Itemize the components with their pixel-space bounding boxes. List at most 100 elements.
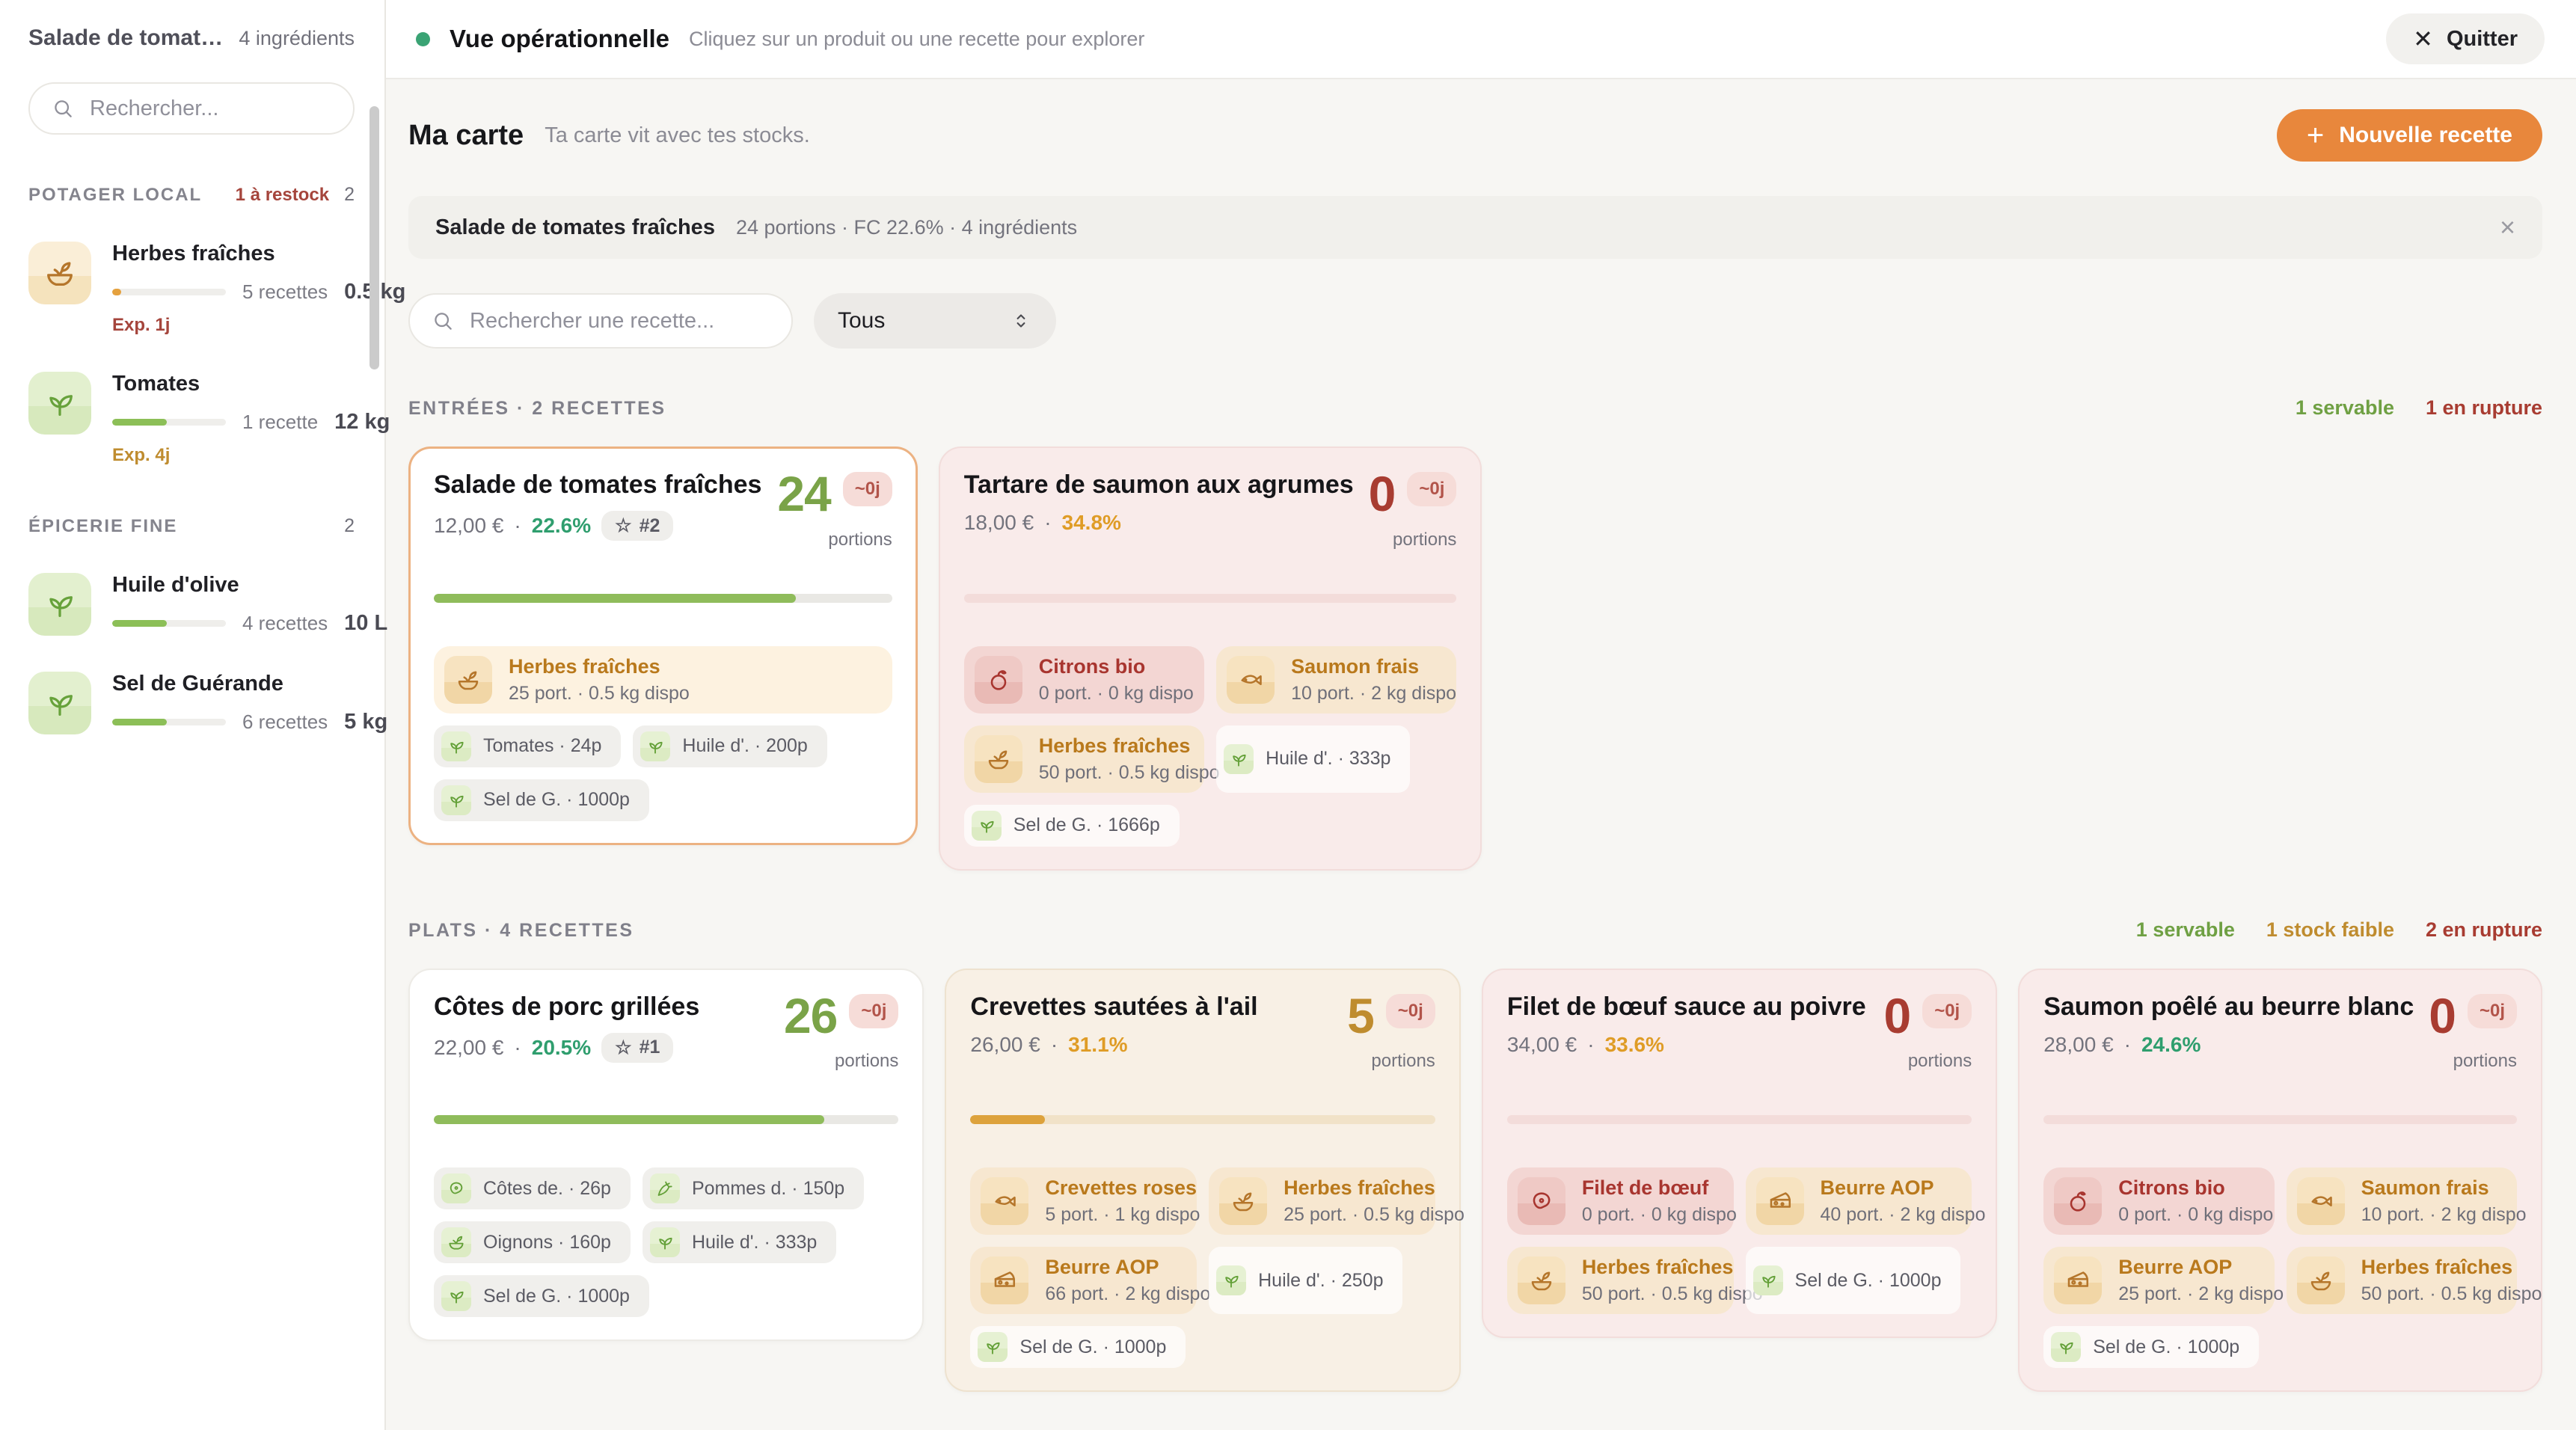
ingredient-chip[interactable]: Herbes fraîches 25 port. · 0.5 kg dispo — [434, 645, 892, 714]
ingredient-mini-chip[interactable]: Huile d'. · 250p — [1209, 1247, 1403, 1315]
expiry-badge: ~0j — [849, 993, 899, 1028]
section-status: 1 servable — [2135, 918, 2235, 941]
ingredient-chip[interactable]: Citrons bio 0 port. · 0 kg dispo — [963, 645, 1205, 714]
fish-icon — [1227, 655, 1275, 704]
sidebar-scrollbar[interactable] — [369, 106, 379, 369]
ingredient-mini-chip[interactable]: Sel de G. · 1000p — [434, 1275, 649, 1318]
recipe-card[interactable]: Côtes de porc grillées 22,00 € · 20.5% ☆… — [408, 968, 924, 1342]
ingredient-name: Beurre AOP — [2118, 1256, 2233, 1279]
ingredient-mini-chip[interactable]: Oignons · 160p — [434, 1221, 631, 1264]
ingredient-chip[interactable]: Saumon frais 10 port. · 2 kg dispo — [1216, 645, 1457, 714]
recipe-card-titles: Côtes de porc grillées 22,00 € · 20.5% ☆… — [434, 992, 699, 1072]
product-quantity: 5 kg — [344, 710, 388, 734]
ingredient-availability: 0 port. · 0 kg dispo — [2118, 1204, 2274, 1226]
recipe-meta: 28,00 € · 24.6% — [2043, 1033, 2414, 1057]
star-icon: ☆ — [615, 515, 632, 537]
sidebar-item-product[interactable]: Sel de Guérande 6 recettes 5 kg — [28, 672, 387, 734]
recipe-card[interactable]: Saumon poêlé au beurre blanc 28,00 € · 2… — [2018, 968, 2542, 1393]
ingredient-chip-text: Herbes fraîches 50 port. · 0.5 kg dispo — [2361, 1256, 2542, 1305]
product-recipe-count: 6 recettes — [242, 711, 328, 733]
ingredient-chip[interactable]: Herbes fraîches 50 port. · 0.5 kg dispo — [2286, 1247, 2542, 1315]
ingredient-name: Saumon frais — [1291, 654, 1420, 678]
portions-count: 0 — [2429, 987, 2456, 1043]
recipe-title: Saumon poêlé au beurre blanc — [2043, 992, 2414, 1021]
sidebar-item-product[interactable]: Herbes fraîches 5 recettes 0.5 kg Exp. 1… — [28, 242, 405, 336]
ingredient-name: Herbes fraîches — [2361, 1256, 2513, 1279]
portions-count: 26 — [783, 987, 838, 1043]
ingredient-chip[interactable]: Saumon frais 10 port. · 2 kg dispo — [2286, 1167, 2527, 1236]
ingredient-chip[interactable]: Filet de bœuf 0 port. · 0 kg dispo — [1506, 1167, 1737, 1236]
ingredient-mini-chip[interactable]: Côtes de. · 26p — [434, 1167, 631, 1210]
herb-bowl-icon — [2296, 1256, 2345, 1305]
ingredient-availability: 0 port. · 0 kg dispo — [1581, 1204, 1737, 1226]
ingredient-chip-text: Beurre AOP 66 port. · 2 kg dispo — [1045, 1256, 1210, 1305]
portions-label: portions — [2453, 1051, 2517, 1072]
portions-row: 0 ~0j — [1369, 469, 1457, 518]
portions-label: portions — [828, 529, 892, 550]
recipe-card-titles: Filet de bœuf sauce au poivre 34,00 € · … — [1507, 992, 1866, 1072]
leaf-icon — [441, 731, 471, 761]
recipe-card[interactable]: Tartare de saumon aux agrumes 18,00 € · … — [938, 447, 1482, 871]
leaf-icon — [441, 1281, 471, 1312]
ingredient-chip[interactable]: Beurre AOP 25 port. · 2 kg dispo — [2043, 1247, 2284, 1315]
quit-button[interactable]: ✕ Quitter — [2386, 13, 2545, 64]
ingredient-mini-chip[interactable]: Sel de G. · 1000p — [434, 779, 649, 821]
recipe-card[interactable]: Salade de tomates fraîches 12,00 € · 22.… — [408, 447, 918, 845]
ingredient-mini-chip[interactable]: Huile d'. · 333p — [1216, 725, 1411, 793]
ingredient-availability: 25 port. · 2 kg dispo — [2118, 1283, 2284, 1305]
ingredient-mini-label: Huile d'. · 200p — [682, 735, 808, 757]
selected-recipe-banner[interactable]: Salade de tomates fraîches 24 portions ·… — [408, 196, 2542, 259]
plus-icon: + — [2306, 119, 2325, 152]
ingredient-mini-chip[interactable]: Tomates · 24p — [434, 725, 622, 767]
quit-button-label: Quitter — [2446, 26, 2518, 51]
recipe-food-cost: 34.8% — [1061, 511, 1121, 535]
recipe-price: 34,00 € — [1506, 1032, 1577, 1056]
ingredient-chip[interactable]: Herbes fraîches 50 port. · 0.5 kg dispo — [1506, 1247, 1763, 1315]
ingredient-name: Crevettes roses — [1045, 1176, 1197, 1200]
recipe-card-header: Tartare de saumon aux agrumes 18,00 € · … — [964, 469, 1457, 550]
recipe-portions-block: 24 ~0j portions — [777, 469, 892, 550]
ingredient-mini-chip[interactable]: Huile d'. · 200p — [633, 725, 827, 767]
ingredient-chip[interactable]: Beurre AOP 66 port. · 2 kg dispo — [970, 1247, 1210, 1315]
ingredient-chip-text: Herbes fraîches 25 port. · 0.5 kg dispo — [509, 655, 690, 705]
recipe-search-input[interactable]: Rechercher une recette... — [408, 293, 793, 349]
recipe-portions-block: 0 ~0j portions — [1369, 469, 1457, 550]
ingredient-mini-chip[interactable]: Sel de G. · 1000p — [2043, 1326, 2260, 1369]
recipe-progress-bar — [2043, 1115, 2517, 1125]
citrus-icon — [2054, 1177, 2103, 1226]
recipe-meta: 26,00 € · 31.1% — [970, 1033, 1257, 1057]
ingredient-mini-chip[interactable]: Sel de G. · 1666p — [963, 804, 1180, 847]
product-expiry: Exp. 4j — [112, 445, 171, 465]
carte-header: Ma carte Ta carte vit avec tes stocks. +… — [408, 109, 2542, 162]
new-recipe-button[interactable]: + Nouvelle recette — [2276, 109, 2542, 162]
banner-close-icon[interactable]: × — [2499, 212, 2515, 242]
separator-dot: · — [2123, 1032, 2131, 1056]
ingredient-mini-chip[interactable]: Sel de G. · 1000p — [970, 1326, 1186, 1369]
sidebar-item-product[interactable]: Huile d'olive 4 recettes 10 L — [28, 573, 387, 636]
category-select[interactable]: Tous — [814, 293, 1056, 349]
recipe-card-header: Salade de tomates fraîches 12,00 € · 22.… — [434, 469, 892, 550]
ingredient-name: Beurre AOP — [1045, 1256, 1159, 1279]
herb-bowl-icon — [441, 1227, 471, 1258]
ingredient-availability: 66 port. · 2 kg dispo — [1045, 1283, 1211, 1305]
sidebar-item-product[interactable]: Tomates 1 recette 12 kg Exp. 4j — [28, 372, 390, 466]
portions-count: 5 — [1347, 987, 1375, 1043]
ingredient-chip-text: Saumon frais 10 port. · 2 kg dispo — [1291, 655, 1456, 705]
recipe-price: 12,00 € — [434, 514, 504, 538]
recipe-progress-bar — [1506, 1115, 1972, 1125]
ingredient-chip[interactable]: Beurre AOP 40 port. · 2 kg dispo — [1745, 1167, 1985, 1236]
recipe-card[interactable]: Crevettes sautées à l'ail 26,00 € · 31.1… — [945, 968, 1465, 1393]
stock-progress-bar — [112, 719, 226, 725]
ingredient-mini-chip[interactable]: Huile d'. · 333p — [642, 1221, 837, 1264]
ingredient-chip-text: Citrons bio 0 port. · 0 kg dispo — [1039, 655, 1194, 705]
ingredient-mini-chip[interactable]: Pommes d. · 150p — [642, 1167, 865, 1210]
sidebar-search-input[interactable]: Rechercher... — [28, 82, 355, 135]
ingredient-chip[interactable]: Crevettes roses 5 port. · 1 kg dispo — [970, 1167, 1200, 1236]
ingredient-chip[interactable]: Herbes fraîches 50 port. · 0.5 kg dispo — [963, 725, 1220, 793]
ingredient-chip-text: Herbes fraîches 50 port. · 0.5 kg dispo — [1582, 1256, 1763, 1305]
ingredient-chip[interactable]: Herbes fraîches 25 port. · 0.5 kg dispo — [1209, 1167, 1465, 1236]
stock-progress-bar — [112, 620, 226, 627]
ingredient-chip[interactable]: Citrons bio 0 port. · 0 kg dispo — [2043, 1167, 2275, 1236]
recipe-card[interactable]: Filet de bœuf sauce au poivre 34,00 € · … — [1481, 968, 1998, 1339]
ingredient-mini-chip[interactable]: Sel de G. · 1000p — [1745, 1247, 1961, 1315]
